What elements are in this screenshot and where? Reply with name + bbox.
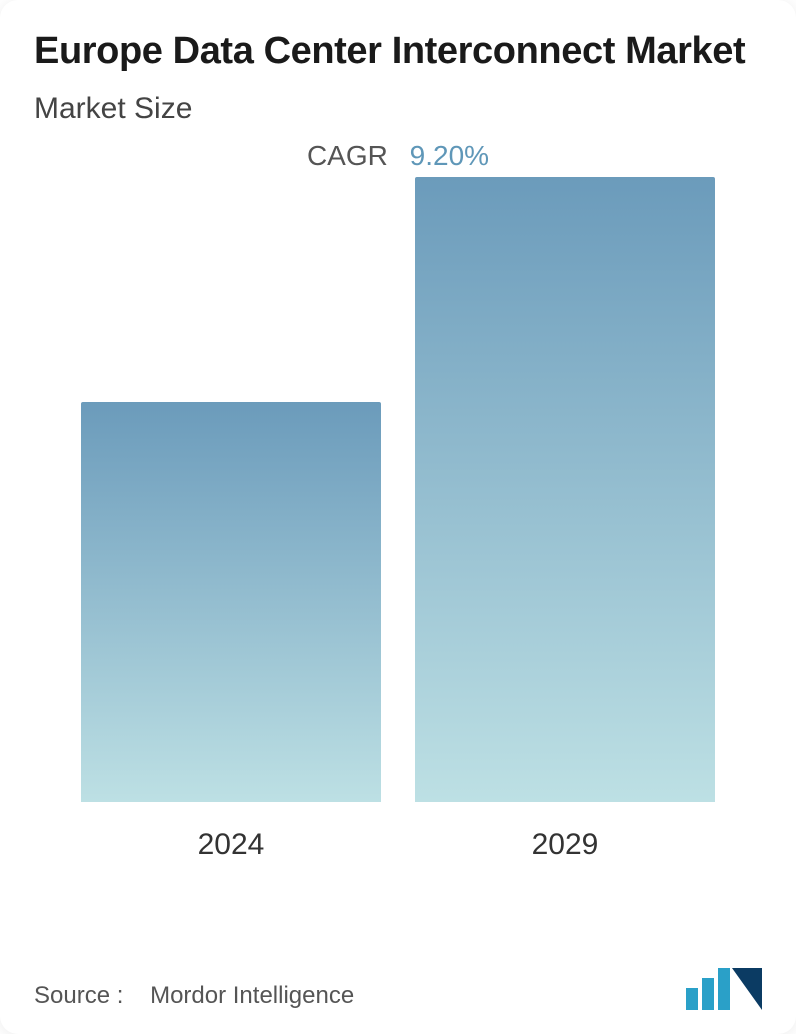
cagr-value: 9.20% [410, 140, 489, 171]
source-label: Source : [34, 982, 123, 1009]
bar-group-2029: 2029 [415, 177, 715, 862]
brand-logo-icon [684, 968, 762, 1010]
bar-chart: 2024 2029 [34, 222, 762, 862]
source-name: Mordor Intelligence [150, 982, 354, 1009]
chart-card: Europe Data Center Interconnect Market M… [0, 0, 796, 1034]
footer: Source : Mordor Intelligence [34, 968, 762, 1010]
cagr-row: CAGR 9.20% [34, 140, 762, 172]
chart-title: Europe Data Center Interconnect Market [34, 28, 762, 74]
bar-2029 [415, 177, 715, 802]
bar-label-2024: 2024 [198, 828, 265, 862]
cagr-label: CAGR [307, 140, 388, 171]
bar-label-2029: 2029 [532, 828, 599, 862]
source-text: Source : Mordor Intelligence [34, 982, 354, 1010]
bar-2024 [81, 402, 381, 802]
chart-subtitle: Market Size [34, 92, 762, 126]
bar-group-2024: 2024 [81, 402, 381, 862]
